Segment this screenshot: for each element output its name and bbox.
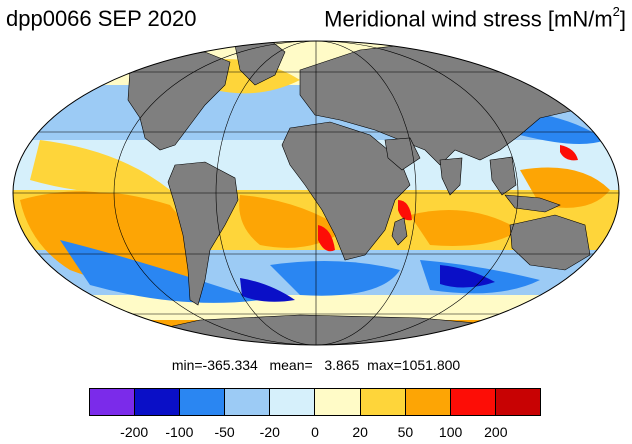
map-subtitle-end: ] [619,6,626,32]
colorbar-tick-label: 20 [352,424,368,440]
colorbar-swatch [315,389,361,415]
colorbar-swatch [270,389,316,415]
feature-pacific-orange [20,191,200,288]
land-africa [281,121,411,261]
land-india [439,157,463,196]
feature-south-pacific-blue [60,240,260,303]
colorbar-swatch [450,389,496,415]
colorbar-swatch [135,389,181,415]
colorbar-tick-label: -20 [259,424,280,440]
map-subtitle: Meridional wind stress [mN/m2] [324,4,626,32]
colorbar-tick-label: -50 [214,424,235,440]
colorbar-swatch [180,389,226,415]
land-australia [509,214,591,271]
graticule [13,41,619,345]
colorbar-swatch [360,389,406,415]
colorbar-tick-label: -100 [165,424,194,440]
feature-south-pacific-darkblue [240,278,295,302]
map-title: dpp0066 SEP 2020 [6,6,197,31]
feature-west-pacific-orange [520,167,610,208]
gridline-lon-90 [215,41,417,345]
feature-red-benguela [318,225,335,252]
map-subtitle-main: Meridional wind stress [mN/m [324,6,613,32]
feature-red-somali [398,200,412,221]
feature-pacific-yellow [30,140,170,194]
colorbar-tick-label: -200 [120,424,149,440]
colorbar-tick-label: 50 [397,424,414,440]
feature-south-atlantic-blue [270,261,400,296]
colorbar-swatch [90,389,136,415]
land-indonesia [504,194,561,213]
map-subtitle-exponent: 2 [612,4,620,19]
colorbar-swatch [405,389,451,415]
land-southeast-asia [489,156,517,196]
colorbar [89,388,541,416]
feature-indian-darkblue [440,265,495,288]
land-greenland [234,41,286,86]
gridline-lon-180 [113,41,519,345]
feature-indian-orange [410,210,520,246]
land-south-america [167,161,239,306]
map-outline [12,40,620,346]
statistics-line: min=-365.334 mean= 3.865 max=1051.800 [171,357,461,373]
colorbar-swatch [495,389,540,415]
colorbar-tick-label: 0 [311,424,319,440]
colorbar-tick-label: 100 [438,424,463,440]
feature-red-north-pacific [560,145,578,161]
colorbar-tick-label: 200 [484,424,508,440]
land-madagascar [391,217,408,246]
colorbar-swatch [225,389,271,415]
